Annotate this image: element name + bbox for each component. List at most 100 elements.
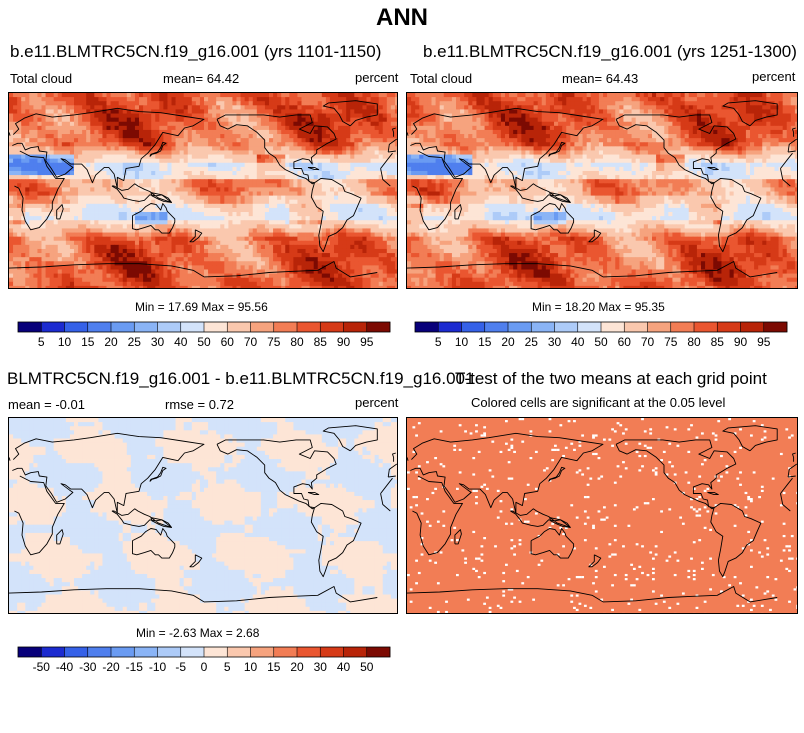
panel-1-map-cell bbox=[329, 285, 335, 288]
panel-1-map-cell bbox=[338, 257, 343, 262]
panel-1-map-cell bbox=[191, 109, 197, 114]
panel-1-map-cell bbox=[134, 273, 140, 279]
panel-1-map-cell bbox=[45, 236, 51, 242]
panel-1-map-cell bbox=[86, 117, 91, 123]
panel-1-map-cell bbox=[65, 125, 71, 131]
panel-1-map-cell bbox=[208, 187, 213, 192]
panel-1-map-cell bbox=[252, 281, 258, 287]
panel-1-map-cell bbox=[350, 240, 355, 246]
panel-1-map-cell bbox=[325, 129, 331, 135]
panel-1-map-cell bbox=[37, 232, 42, 238]
panel-1-map-cell bbox=[378, 105, 384, 110]
panel-1-map-cell bbox=[394, 248, 397, 254]
panel-1-map-cell bbox=[309, 199, 315, 205]
panel-1-map-cell bbox=[212, 113, 217, 119]
panel-1-map-cell bbox=[61, 109, 67, 114]
panel-2-map-cell bbox=[562, 97, 567, 102]
panel-1-map-cell bbox=[244, 158, 250, 164]
panel-1-map-cell bbox=[354, 232, 359, 238]
panel-2-map-cell bbox=[721, 97, 726, 102]
panel-2-map-cell bbox=[578, 97, 583, 102]
panel-1-map-cell bbox=[313, 265, 319, 270]
panel-1-map-cell bbox=[171, 146, 176, 151]
panel-1-map-cell bbox=[346, 244, 351, 250]
panel-1-map-cell bbox=[65, 228, 71, 233]
panel-1-map-cell bbox=[179, 162, 185, 168]
panel-1-map-africa-coastline bbox=[14, 150, 65, 231]
panel-1-map-cell bbox=[195, 150, 201, 155]
panel-1-map-cell bbox=[321, 236, 327, 242]
panel-1-map-cell bbox=[216, 142, 221, 147]
panel-1-map-cell bbox=[147, 269, 152, 274]
panel-1-map-cell bbox=[273, 146, 278, 151]
panel-1-map-cell bbox=[305, 138, 311, 143]
panel-1-colorbar-tick-label: 50 bbox=[197, 335, 211, 349]
panel-1-map-cell bbox=[289, 207, 294, 213]
panel-1-map-cell bbox=[159, 166, 164, 172]
panel-1-map-cell bbox=[370, 265, 376, 270]
panel-1-map-cell bbox=[78, 191, 83, 196]
panel-2-map-cell bbox=[484, 101, 490, 106]
panel-1-map-cell bbox=[78, 138, 83, 143]
panel-1-map-cell bbox=[78, 109, 83, 114]
panel-1-map-cell bbox=[264, 187, 270, 192]
panel-1-map-cell bbox=[342, 146, 347, 151]
panel-1-map-cell bbox=[216, 216, 221, 221]
panel-1-map-cell bbox=[25, 195, 30, 201]
panel-1-map-cell bbox=[208, 125, 213, 131]
panel-1-map-cell bbox=[13, 203, 18, 209]
panel-1-map-cell bbox=[281, 253, 286, 258]
panel-1-map-cell bbox=[382, 285, 388, 288]
panel-1-map-cell bbox=[220, 158, 225, 164]
panel-1-map-cell bbox=[21, 269, 26, 274]
panel-1-map-cell bbox=[199, 166, 205, 172]
panel-1-map-cell bbox=[110, 162, 116, 168]
panel-1-map-cell bbox=[252, 269, 258, 274]
panel-1-map-cell bbox=[252, 101, 258, 106]
panel-1-map-cell bbox=[65, 187, 71, 192]
panel-1-map-cell bbox=[390, 146, 396, 151]
panel-1-map-cell bbox=[183, 212, 189, 217]
panel-1-map-cell bbox=[366, 154, 371, 160]
panel-1-map-cell bbox=[122, 129, 128, 135]
panel-1-map-cell bbox=[57, 232, 63, 238]
panel-1-map-cell bbox=[139, 232, 144, 238]
panel-1-map-cell bbox=[171, 158, 176, 164]
panel-1-map-cell bbox=[57, 105, 63, 110]
panel-1-map-cell bbox=[390, 162, 396, 168]
panel-1-map-cell bbox=[139, 125, 144, 131]
panel-1-map-cell bbox=[208, 101, 213, 106]
panel-1-map-cell bbox=[204, 179, 209, 184]
panel-1-map-cell bbox=[134, 195, 140, 201]
panel-2-map-cell bbox=[419, 101, 424, 106]
panel-1-map-cell bbox=[240, 195, 246, 201]
panel-1-map-cell bbox=[37, 97, 42, 102]
panel-1-map-cell bbox=[199, 138, 205, 143]
panel-1-map-cell bbox=[98, 248, 103, 254]
panel-1-map-cell bbox=[329, 248, 335, 254]
panel-1-map-cell bbox=[252, 232, 258, 238]
panel-2-map-cell bbox=[513, 97, 518, 102]
panel-1-map-cell bbox=[362, 248, 367, 254]
panel-1-map-cell bbox=[9, 138, 14, 143]
panel-1-map-cell bbox=[155, 212, 160, 217]
panel-1-map-cell bbox=[102, 113, 107, 119]
panel-1-map-cell bbox=[346, 220, 351, 225]
panel-1-map-cell bbox=[195, 203, 201, 209]
panel-1-map-cell bbox=[390, 125, 396, 131]
panel-1-map-cell bbox=[334, 216, 339, 221]
panel-1-map-cell bbox=[386, 93, 392, 98]
panel-1-map-cell bbox=[175, 224, 181, 229]
panel-1-map-cell bbox=[374, 158, 380, 164]
panel-1-map-cell bbox=[228, 146, 233, 151]
panel-1-map-cell bbox=[33, 113, 38, 119]
panel-2-map-cell bbox=[537, 97, 543, 102]
panel-1-map-cell bbox=[187, 285, 193, 288]
panel-1-map-cell bbox=[256, 146, 262, 151]
panel-1-map-cell bbox=[33, 142, 38, 147]
panel-1-map-cell bbox=[13, 93, 18, 98]
panel-1-map-cell bbox=[106, 236, 111, 242]
panel-1-map-cell bbox=[9, 195, 14, 201]
panel-1-map-cell bbox=[394, 277, 397, 283]
panel-1-map-cell bbox=[33, 117, 38, 123]
